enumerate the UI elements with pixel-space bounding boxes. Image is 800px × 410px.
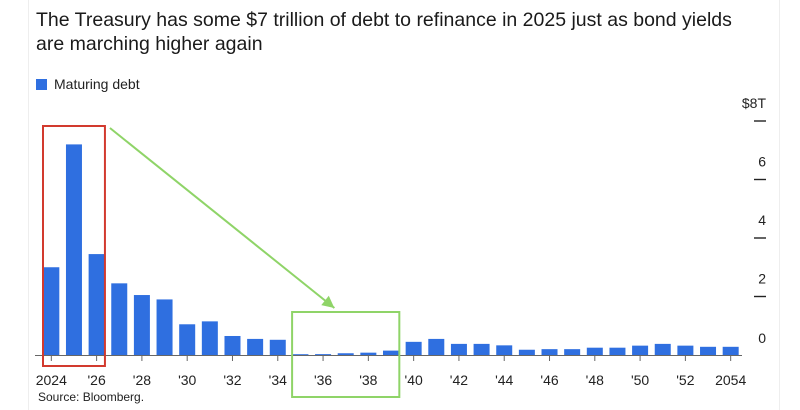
bar-2029 [156,299,173,355]
x-tick-label-2042: '42 [450,372,468,388]
x-tick-label-2028: '28 [133,372,151,388]
bar-2054 [722,346,739,355]
bar-2046 [541,349,558,355]
chart-frame [28,0,780,410]
bar-2038 [360,352,377,355]
bar-2039 [383,350,399,355]
bar-2027 [111,283,128,355]
bar-2033 [247,338,264,355]
x-tick-label-2050: '50 [631,372,649,388]
bar-2037 [337,353,354,355]
y-tick-label-8: $8T [742,95,767,111]
x-tick-label-2054: 2054 [715,372,746,388]
arrow-line [109,127,336,309]
y-axis: $8T 6 4 2 0 [742,95,767,346]
legend-swatch [36,78,47,90]
bar-2050 [632,345,649,355]
bar-2051 [654,343,671,355]
x-axis: 2024 '26 '28 '30 '32 '34 '36 '38 '40 '42 '44 '46 '48… [36,356,746,388]
y-tick-label-0: 0 [758,330,766,346]
bar-2036 [315,354,332,355]
x-tick-label-2036: '36 [314,372,332,388]
bar-2030 [179,324,196,355]
bar-2053 [700,346,717,355]
bar-2024 [43,267,60,355]
annotations [42,125,401,398]
x-tick-label-2034: '34 [269,372,287,388]
x-tick-label-2030: '30 [178,372,196,388]
source-note: Source: Bloomberg. [38,390,145,404]
bar-series [43,144,739,355]
bar-2025 [65,144,82,355]
x-tick-label-2052: '52 [676,372,694,388]
x-tick-label-2024: 2024 [36,372,67,388]
bar-2032 [224,335,241,355]
x-tick-label-2044: '44 [495,372,513,388]
bar-2047 [564,349,581,355]
x-tick-label-2040: '40 [405,372,423,388]
x-tick-label-2032: '32 [223,372,241,388]
bar-2048 [586,347,603,355]
x-tick-label-2038: '38 [359,372,377,388]
bar-2028 [133,295,150,355]
bar-2049 [609,347,626,355]
bar-2041 [428,338,445,355]
bar-2026 [88,254,105,355]
chart-title: The Treasury has some $7 trillion of deb… [36,9,732,55]
bar-2045 [518,349,535,355]
legend-label: Maturing debt [54,76,140,92]
bar-2042 [450,343,467,355]
highlight-box-2036-2038 [291,311,401,398]
x-tick-label-2048: '48 [586,372,604,388]
bar-2043 [473,343,490,355]
bar-2035 [292,354,309,355]
x-tick-label-2046: '46 [540,372,558,388]
highlight-box-2025 [42,125,106,367]
bar-2044 [496,345,513,355]
y-tick-label-6: 6 [758,154,766,170]
legend: Maturing debt [36,74,140,94]
y-tick-label-4: 4 [758,212,766,228]
arrow-head [321,295,335,308]
bar-2031 [201,321,218,355]
x-tick-label-2026: '26 [87,372,105,388]
y-tick-label-2: 2 [758,271,766,287]
bar-2052 [677,345,694,355]
bar-2034 [269,339,286,355]
bar-2040 [405,341,422,355]
